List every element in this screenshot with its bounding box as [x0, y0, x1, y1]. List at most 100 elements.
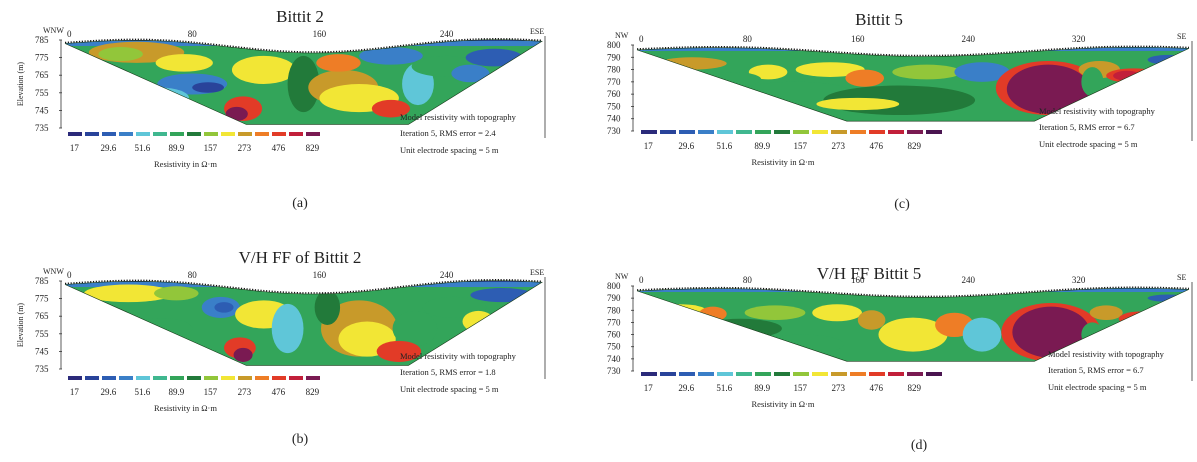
y-tick-label: 765	[35, 70, 49, 80]
panel-vh-ff-bittit-2: V/H FF of Bittit 2 WNW ESE 785 775 765 755 745 7…	[0, 231, 598, 462]
resistivity-contour	[1147, 294, 1189, 302]
y-tick-label: 750	[607, 101, 621, 111]
chart-title: Bittit 5	[855, 10, 903, 29]
model-note: Model resistivity with topography	[400, 112, 517, 122]
y-tick-label: 780	[607, 305, 621, 315]
legend-swatch	[774, 130, 790, 134]
x-tick-label: 0	[639, 275, 644, 285]
x-tick-label: 240	[961, 34, 975, 44]
legend-title: Resistivity in Ω·m	[752, 157, 815, 167]
resistivity-contour	[233, 347, 253, 362]
legend-swatch	[85, 376, 99, 380]
legend-value-label: 829	[306, 143, 320, 153]
resistivity-contour	[98, 47, 143, 62]
section-outline	[64, 280, 543, 366]
legend-value-label: 17	[70, 387, 80, 397]
spacing-note: Unit electrode spacing = 5 m	[1039, 139, 1138, 149]
resistivity-contour	[1081, 67, 1104, 97]
legend-value-label: 157	[204, 387, 218, 397]
legend-value-label: 29.6	[101, 387, 117, 397]
legend-value-label: 29.6	[678, 383, 694, 393]
x-tick-label: 80	[188, 29, 198, 39]
legend-swatch	[255, 376, 269, 380]
resistivity-contour	[845, 69, 885, 87]
legend-swatch	[660, 130, 676, 134]
legend-value-label: 51.6	[716, 383, 732, 393]
y-tick-label: 730	[607, 126, 621, 136]
resistivity-contour	[1006, 64, 1090, 114]
legend-value-label: 51.6	[135, 143, 151, 153]
iteration-note: Iteration 5, RMS error = 1.8	[400, 367, 496, 377]
resistivity-contour	[878, 317, 948, 352]
x-tick-label: 240	[440, 270, 454, 280]
x-tick-label: 240	[440, 29, 454, 39]
resistivity-contour	[84, 284, 174, 303]
resistivity-contour	[392, 310, 438, 347]
y-tick-label: 790	[607, 52, 621, 62]
legend-swatch	[926, 130, 942, 134]
resistivity-contour	[954, 62, 1010, 82]
resistivity-contour	[287, 55, 320, 113]
legend-value-label: 829	[306, 387, 320, 397]
x-tick-label: 80	[188, 270, 198, 280]
y-tick-label: 785	[35, 276, 49, 286]
x-tick-label: 160	[851, 275, 865, 285]
y-tick-label: 770	[607, 77, 621, 87]
legend-swatch	[907, 372, 923, 376]
legend-swatch	[170, 132, 184, 136]
resistivity-contour	[761, 334, 844, 354]
resistivity-contour	[155, 54, 213, 72]
legend-swatch	[102, 132, 116, 136]
y-tick-label: 740	[607, 354, 621, 364]
x-tick-label: 160	[313, 29, 327, 39]
x-tick-label: 0	[67, 29, 72, 39]
legend-value-label: 273	[831, 383, 845, 393]
direction-left-label: WNW	[43, 26, 64, 35]
chart-title: V/H FF of Bittit 2	[239, 248, 362, 267]
legend-value-label: 476	[869, 383, 883, 393]
panel-caption: (a)	[292, 196, 308, 211]
y-tick-label: 785	[35, 35, 49, 45]
y-tick-label: 765	[35, 311, 49, 321]
x-tick-label: 160	[851, 34, 865, 44]
panel-caption: (b)	[292, 432, 309, 447]
legend-swatch	[221, 376, 235, 380]
section-outline	[636, 287, 1190, 362]
resistivity-contour	[962, 317, 1002, 352]
legend-swatch	[679, 372, 695, 376]
legend-swatch	[289, 132, 303, 136]
panel-bittit-5: Bittit 5NWSE800790780770760750740730Elev…	[599, 0, 1197, 231]
legend-swatch	[774, 372, 790, 376]
legend-swatch	[68, 132, 82, 136]
spacing-note: Unit electrode spacing = 5 m	[400, 145, 499, 155]
legend-swatch	[306, 132, 320, 136]
resistivity-contour	[748, 64, 788, 80]
legend-value-label: 273	[238, 143, 252, 153]
resistivity-contour	[892, 64, 962, 80]
resistivity-contour	[225, 106, 248, 121]
y-tick-label: 775	[35, 53, 49, 63]
resistivity-contour	[699, 306, 727, 322]
legend-swatch	[102, 376, 116, 380]
resistivity-contour	[128, 317, 193, 340]
legend-swatch	[869, 130, 885, 134]
legend-value-label: 89.9	[169, 143, 185, 153]
y-axis-label: Elevation (m)	[16, 62, 25, 107]
chart-title: Bittit 2	[276, 7, 324, 26]
legend-swatch	[136, 376, 150, 380]
legend-swatch	[170, 376, 184, 380]
legend-value-label: 157	[793, 383, 807, 393]
resistivity-contour	[816, 97, 900, 111]
legend-swatch	[907, 130, 923, 134]
y-tick-label: 750	[607, 342, 621, 352]
resistivity-contour	[451, 64, 490, 83]
resistivity-contour	[371, 99, 411, 118]
section-outline	[64, 39, 543, 125]
y-tick-label: 745	[35, 105, 49, 115]
legend-swatch	[641, 130, 657, 134]
legend-value-label: 157	[793, 141, 807, 151]
legend-title: Resistivity in Ω·m	[154, 403, 217, 413]
legend-swatch	[736, 130, 752, 134]
legend-value-label: 51.6	[716, 141, 732, 151]
legend-value-label: 89.9	[754, 141, 770, 151]
